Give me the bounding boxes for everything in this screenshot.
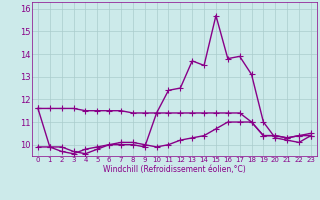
X-axis label: Windchill (Refroidissement éolien,°C): Windchill (Refroidissement éolien,°C) bbox=[103, 165, 246, 174]
